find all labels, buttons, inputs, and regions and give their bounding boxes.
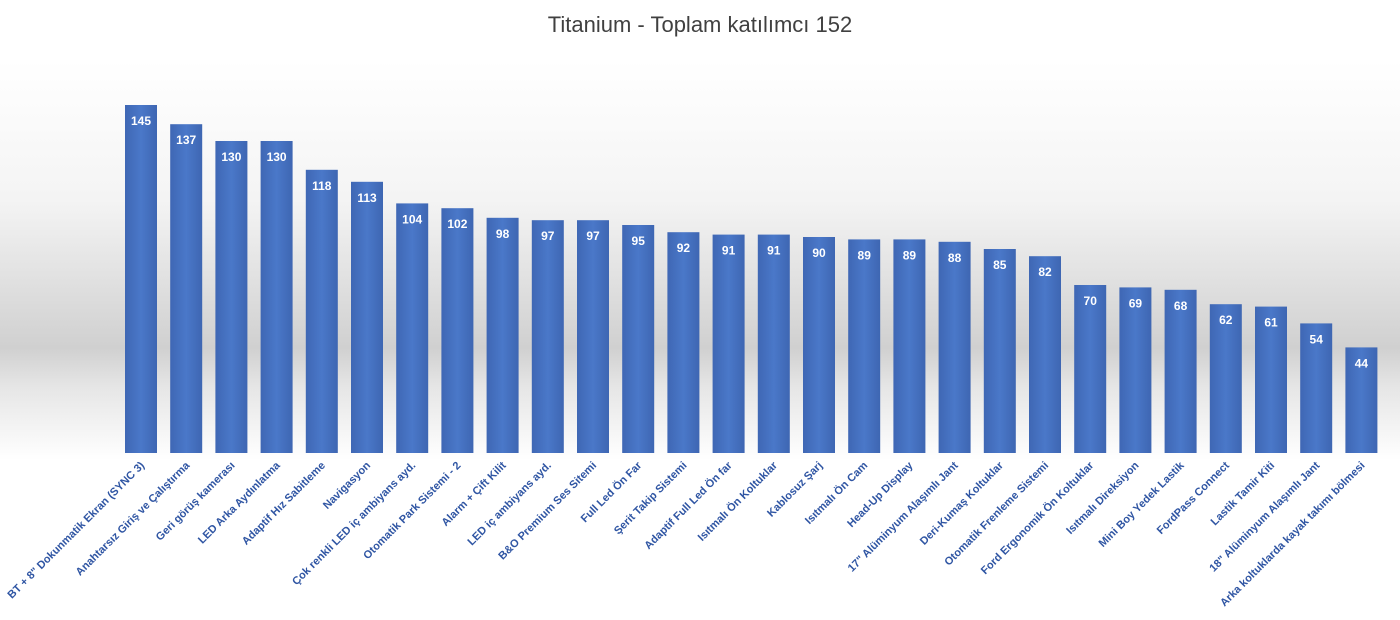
- x-tick-label: Adaptif Hız Sabitleme: [240, 460, 328, 548]
- bar-value-label: 97: [586, 229, 600, 243]
- bar-value-label: 113: [357, 191, 377, 205]
- bar: [622, 225, 655, 453]
- x-tick-label: Isıtmalı Ön Koltuklar: [695, 458, 780, 543]
- bar-value-label: 97: [541, 229, 555, 243]
- bar-value-label: 69: [1129, 296, 1143, 310]
- bar-value-label: 70: [1084, 294, 1098, 308]
- bar-value-label: 118: [312, 179, 332, 193]
- bar-value-label: 68: [1174, 299, 1188, 313]
- bar-value-label: 104: [402, 212, 422, 226]
- bar: [441, 208, 474, 453]
- x-tick-label: Geri görüş kamerası: [154, 460, 238, 544]
- bar: [396, 203, 429, 453]
- bar: [803, 237, 835, 453]
- bar: [1255, 306, 1287, 453]
- bar: [1074, 285, 1107, 453]
- bar-value-label: 95: [632, 234, 646, 248]
- x-tick-label: Deri-Kumaş Koltuklar: [918, 459, 1007, 548]
- bar: [1300, 323, 1333, 453]
- bar: [712, 234, 745, 453]
- bar-value-label: 85: [993, 258, 1007, 272]
- bar-value-label: 102: [447, 217, 467, 231]
- x-tick-label: Adaptif Full Led Ön far: [642, 458, 736, 552]
- bar-value-label: 54: [1310, 332, 1324, 346]
- bar: [667, 232, 700, 453]
- bar: [983, 249, 1016, 453]
- chart-title: Titanium - Toplam katılımcı 152: [547, 12, 853, 37]
- bar: [1029, 256, 1061, 453]
- bar-value-label: 130: [221, 150, 241, 164]
- bar-value-label: 89: [903, 248, 917, 262]
- x-tick-label: Mini Boy Yedek Lastik: [1097, 459, 1188, 550]
- bar-value-label: 61: [1264, 316, 1278, 330]
- bar-value-label: 145: [131, 114, 151, 128]
- bar: [486, 217, 519, 453]
- bar: [260, 141, 293, 453]
- bar: [1119, 287, 1152, 453]
- bar-value-label: 82: [1038, 265, 1052, 279]
- bar-value-label: 98: [496, 227, 510, 241]
- bar: [170, 124, 203, 453]
- x-tick-label: LED Arka Aydınlatma: [196, 459, 283, 546]
- bar: [1209, 304, 1242, 453]
- bar: [531, 220, 564, 453]
- bar-value-label: 130: [267, 150, 287, 164]
- bar: [577, 220, 609, 453]
- bar-value-label: 91: [767, 244, 781, 258]
- bar: [938, 241, 971, 453]
- bar: [125, 105, 157, 453]
- bar: [757, 234, 790, 453]
- bar: [305, 169, 338, 454]
- bar-value-label: 88: [948, 251, 962, 265]
- bar-value-label: 90: [812, 246, 826, 260]
- bar-value-label: 89: [858, 248, 872, 262]
- bar: [215, 141, 248, 453]
- bar-value-label: 62: [1219, 313, 1233, 327]
- bar: [351, 181, 383, 454]
- bar: [1345, 347, 1378, 453]
- bar-value-label: 91: [722, 244, 736, 258]
- bar-value-label: 44: [1355, 356, 1369, 370]
- bar: [893, 239, 926, 453]
- bar-value-label: 137: [176, 133, 196, 147]
- bar: [848, 239, 881, 453]
- x-tick-label: LED iç ambiyans ayd.: [465, 460, 553, 548]
- bar: [1164, 289, 1197, 453]
- bar-value-label: 92: [677, 241, 691, 255]
